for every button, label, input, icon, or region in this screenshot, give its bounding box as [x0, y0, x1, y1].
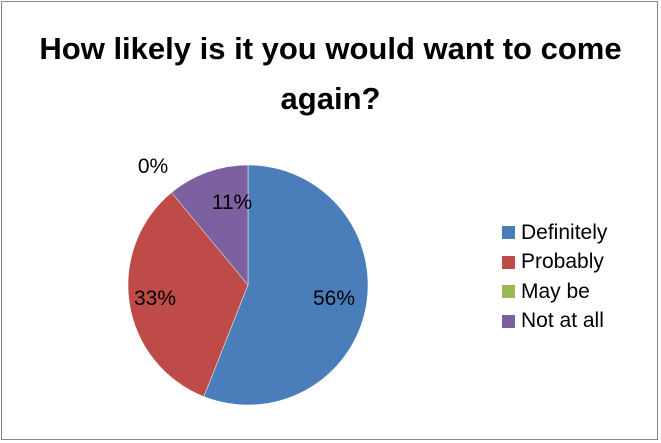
legend-swatch	[502, 226, 515, 240]
legend-swatch	[502, 285, 515, 299]
legend-swatch	[502, 255, 515, 269]
legend-item-not-at-all: Not at all	[502, 307, 607, 337]
data-label-definitely: 56%	[313, 287, 355, 310]
legend-item-may-be: May be	[502, 277, 607, 307]
legend-label: Definitely	[521, 220, 608, 244]
legend-label: Probably	[521, 250, 604, 274]
legend-label: Not at all	[521, 309, 604, 333]
pie-slice-probably	[127, 192, 249, 397]
data-label-may-be: 0%	[138, 155, 168, 178]
pie-slice-definitely	[203, 164, 369, 406]
chart-title: How likely is it you would want to come …	[39, 31, 622, 116]
pie-slice-not-at-all	[171, 164, 249, 286]
chart-legend: Definitely Probably May be Not at all	[502, 218, 607, 336]
legend-item-probably: Probably	[502, 248, 607, 278]
legend-swatch	[502, 314, 515, 328]
data-label-probably: 33%	[134, 287, 176, 310]
data-label-not-at-all: 11%	[212, 191, 252, 214]
legend-item-definitely: Definitely	[502, 218, 607, 248]
legend-label: May be	[521, 279, 590, 303]
